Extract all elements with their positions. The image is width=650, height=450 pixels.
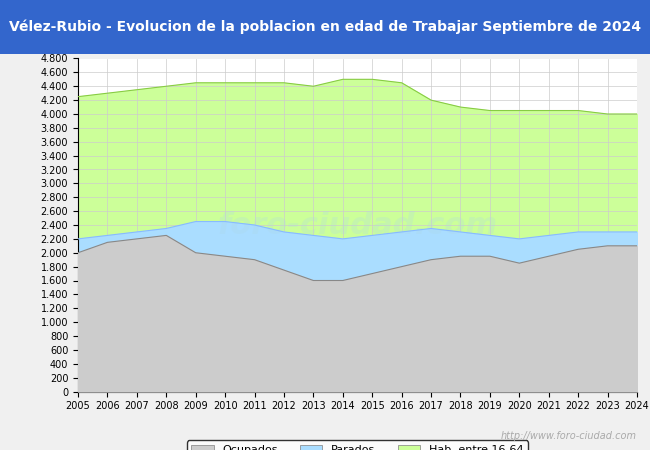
Text: foro-ciudad.com: foro-ciudad.com [218,211,497,239]
Text: http://www.foro-ciudad.com: http://www.foro-ciudad.com [501,431,637,441]
Text: Vélez-Rubio - Evolucion de la poblacion en edad de Trabajar Septiembre de 2024: Vélez-Rubio - Evolucion de la poblacion … [9,20,641,34]
Legend: Ocupados, Parados, Hab. entre 16-64: Ocupados, Parados, Hab. entre 16-64 [187,440,528,450]
